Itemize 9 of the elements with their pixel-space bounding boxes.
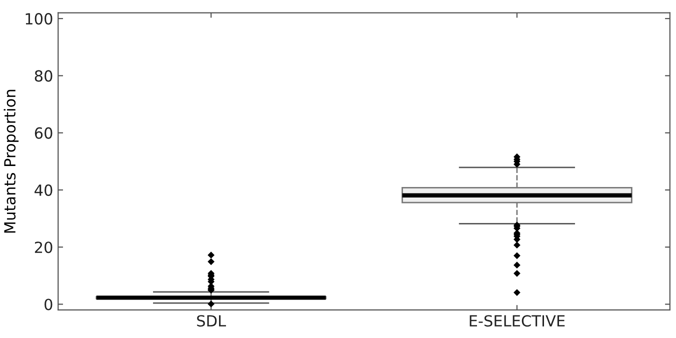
y-tick-label: 0	[44, 298, 52, 310]
x-tick-label: SDL	[197, 315, 226, 327]
y-tick-label: 20	[34, 242, 52, 254]
y-tick-label: 100	[26, 13, 52, 25]
x-tick-label: E-SELECTIVE	[470, 315, 565, 327]
y-tick-label: 40	[34, 184, 52, 196]
y-tick-label: 80	[34, 70, 52, 82]
y-axis-title: Mutants Proportion	[4, 90, 19, 233]
y-tick-label: 60	[34, 127, 52, 139]
